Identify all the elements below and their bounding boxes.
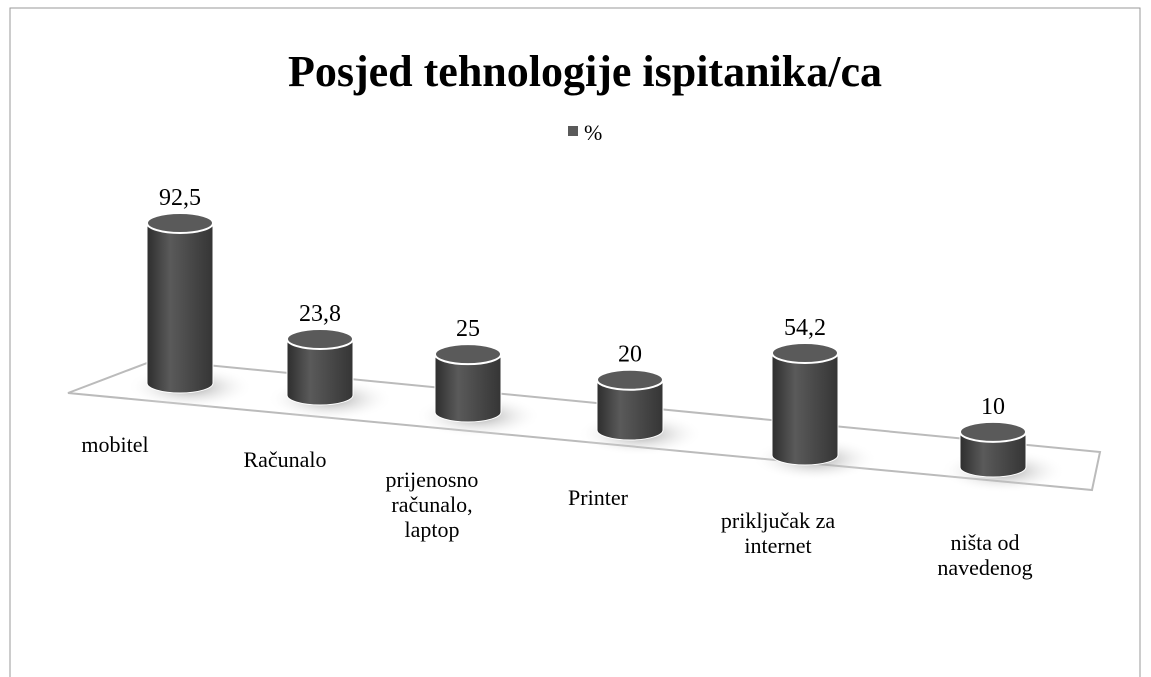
bar-top xyxy=(286,327,354,350)
data-label: 92,5 xyxy=(159,185,201,211)
bar-top xyxy=(959,420,1027,443)
x-tick-label: priključak za internet xyxy=(720,508,836,558)
x-tick-label: Printer xyxy=(568,485,628,510)
x-tick-label: Računalo xyxy=(243,447,327,472)
x-tick-label: mobitel xyxy=(81,432,149,457)
frame xyxy=(9,7,1141,677)
bar xyxy=(286,338,354,406)
data-label: 54,2 xyxy=(784,315,826,341)
bar-top xyxy=(596,368,664,391)
x-tick-label: prijenosno računalo, laptop xyxy=(385,467,479,542)
x-tick-label: ništa od navedenog xyxy=(937,530,1033,580)
bar-top xyxy=(434,343,502,366)
bar-top xyxy=(146,212,214,234)
bar xyxy=(596,379,664,441)
bar xyxy=(434,353,502,423)
legend-swatch xyxy=(568,126,578,136)
bar xyxy=(771,352,839,466)
bar-top xyxy=(771,341,839,364)
data-label: 23,8 xyxy=(299,301,341,327)
data-label: 20 xyxy=(618,342,642,368)
data-label: 25 xyxy=(456,316,480,342)
data-label: 10 xyxy=(981,394,1005,420)
chart-title: Posjed tehnologije ispitanika/ca xyxy=(288,47,882,96)
bar xyxy=(146,222,214,394)
legend-label: % xyxy=(584,120,602,145)
bar xyxy=(959,431,1027,478)
